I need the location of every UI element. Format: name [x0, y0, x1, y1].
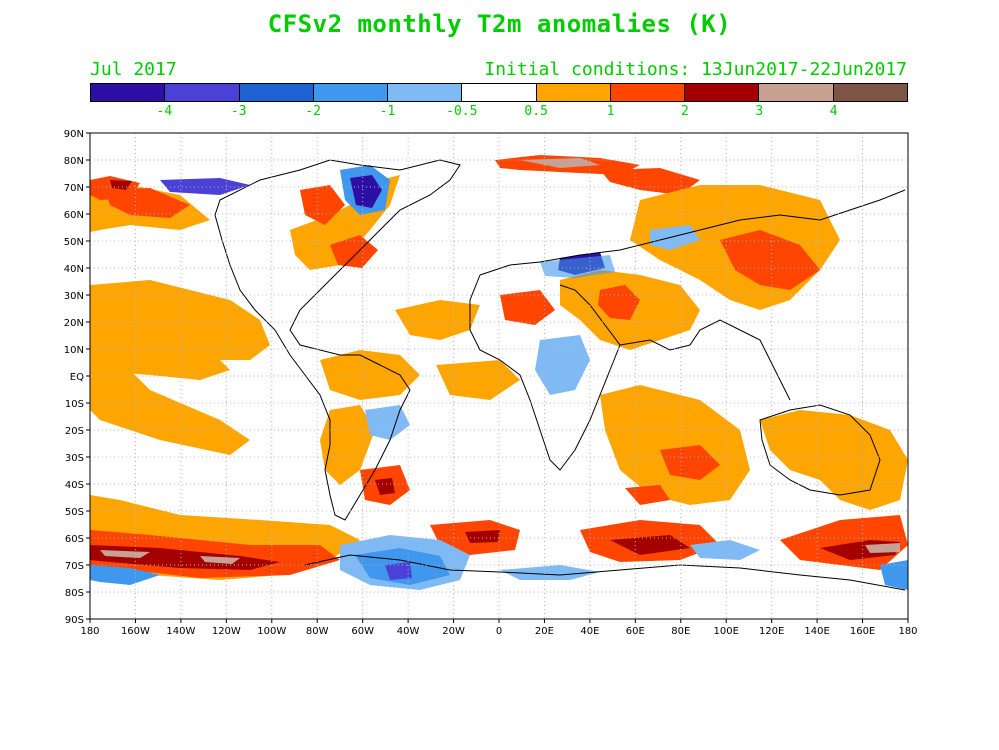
latitude-labels: 90N 80N 70N 60N 50N 40N 30N 20N 10N EQ 10S 20S 30S 40… [64, 129, 90, 626]
longitude-label: 120W [212, 626, 241, 637]
color-scale-label: -3 [230, 104, 247, 119]
latitude-label: 60N [64, 210, 84, 221]
color-scale-label: 4 [829, 104, 838, 119]
longitude-label: 180 [898, 626, 917, 637]
latitude-label: 50N [64, 237, 84, 248]
latitude-label: 10N [64, 345, 84, 356]
longitude-label: 80W [306, 626, 329, 637]
forecast-month: Jul 2017 [90, 59, 177, 80]
color-scale-segment [610, 84, 686, 101]
map-title: CFSv2 monthly T2m anomalies (K) [267, 10, 732, 38]
latitude-label: 40S [65, 480, 84, 491]
latitude-label: 80N [64, 156, 84, 167]
longitude-label: 0 [496, 626, 502, 637]
color-scale-label: -2 [305, 104, 321, 119]
color-scale-segment [759, 84, 834, 101]
latitude-label: 60S [65, 534, 84, 545]
color-scale-label: -0.5 [446, 104, 478, 119]
color-scale-segment [165, 84, 240, 101]
latitude-label: 70N [64, 183, 84, 194]
latitude-label: 50S [65, 507, 84, 518]
longitude-label: 80E [671, 626, 690, 637]
latitude-label: 70S [65, 561, 84, 572]
latitude-label: 20N [64, 318, 84, 329]
color-scale-labels: -4 -3 -2 -1 -0.5 0.5 1 2 3 4 [90, 104, 908, 122]
longitude-labels: 180 160W 140W 120W 100W 80W 60W 40W 20W 0 20E 40E 60… [80, 619, 918, 637]
color-scale-label: 1 [606, 104, 615, 119]
longitude-label: 60W [351, 626, 374, 637]
color-scale-bar [90, 83, 908, 102]
longitude-label: 160E [850, 626, 875, 637]
latitude-label: 30S [65, 453, 84, 464]
color-scale-segment [536, 84, 611, 101]
longitude-label: 60E [626, 626, 645, 637]
latitude-label: 20S [65, 426, 84, 437]
longitude-label: 120E [759, 626, 784, 637]
latitude-label: 10S [65, 399, 84, 410]
color-scale-segment [91, 84, 166, 101]
color-scale-segment [239, 84, 314, 101]
longitude-label: 100W [257, 626, 286, 637]
longitude-label: 100E [714, 626, 739, 637]
color-scale-segment [685, 84, 760, 101]
coastlines [214, 159, 906, 591]
longitude-label: 140W [166, 626, 195, 637]
color-scale-segment [833, 84, 907, 101]
color-scale-label: 2 [680, 104, 689, 119]
color-scale-label: 3 [755, 104, 764, 119]
latitude-label: 40N [64, 264, 84, 275]
color-scale-label: -1 [379, 104, 396, 119]
longitude-label: 180 [80, 626, 99, 637]
longitude-label: 20W [442, 626, 465, 637]
color-scale-segment [313, 84, 389, 101]
longitude-label: 140E [804, 626, 829, 637]
latitude-label: 30N [64, 291, 84, 302]
latitude-label: 90S [65, 615, 84, 626]
initial-conditions: Initial conditions: 13Jun2017-22Jun2017 [484, 59, 907, 80]
latitude-label: EQ [70, 372, 84, 383]
color-scale-segment [388, 84, 463, 101]
longitude-label: 40W [397, 626, 420, 637]
color-scale-label: 0.5 [524, 104, 548, 119]
longitude-label: 40E [580, 626, 599, 637]
color-scale-segment [462, 84, 537, 101]
color-scale-label: -4 [156, 104, 173, 119]
latitude-label: 80S [65, 588, 84, 599]
latitude-label: 90N [64, 129, 84, 140]
longitude-label: 160W [121, 626, 150, 637]
longitude-label: 20E [535, 626, 554, 637]
graticule [90, 133, 908, 619]
